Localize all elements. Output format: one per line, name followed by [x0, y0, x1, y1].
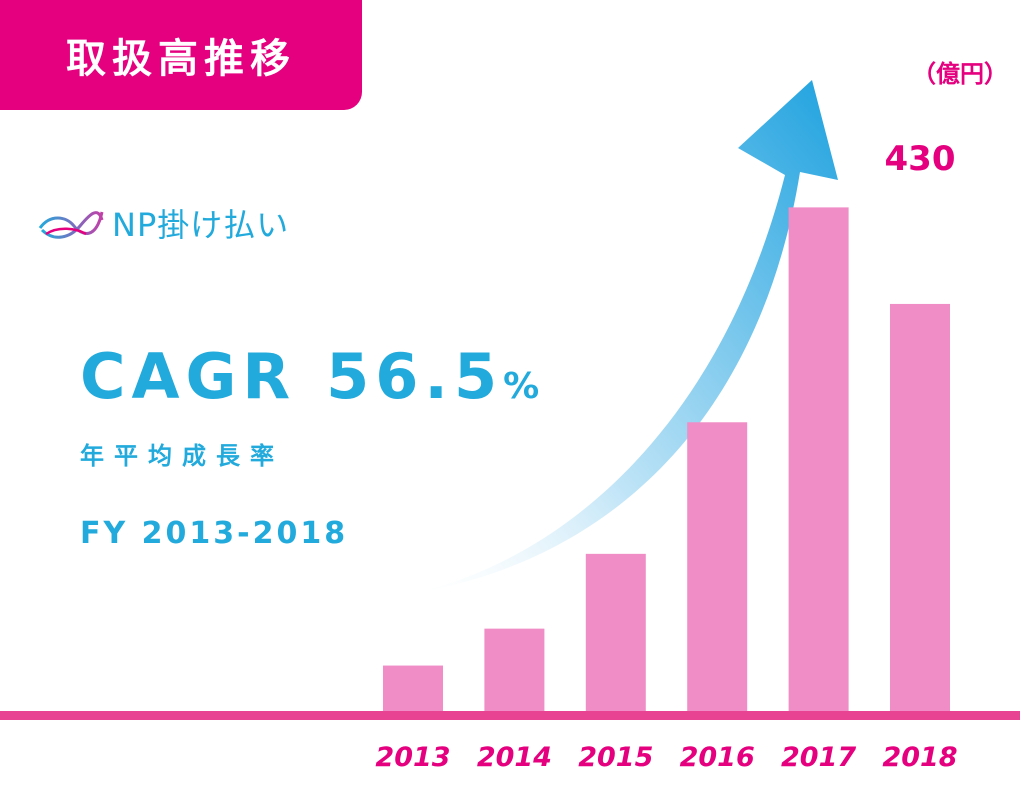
title-badge: 取扱高推移 — [0, 0, 362, 110]
cagr-headline: CAGR 56.5% — [80, 340, 539, 413]
bar-2013 — [383, 665, 443, 711]
x-tick-labels: 2013 2014 2015 2016 2017 2018 — [375, 742, 957, 773]
cagr-value: 56.5 — [326, 340, 504, 413]
bar-2017 — [788, 207, 849, 711]
x-tick-2018: 2018 — [882, 742, 957, 773]
x-tick-2017: 2017 — [781, 742, 856, 773]
bar-2015 — [585, 553, 646, 711]
x-tick-2014: 2014 — [477, 742, 552, 773]
x-tick-2013: 2013 — [375, 742, 450, 773]
x-tick-2015: 2015 — [578, 742, 653, 773]
bar-2016 — [687, 422, 748, 711]
logo-text: NP掛け払い — [112, 206, 290, 244]
baseline — [0, 711, 1020, 720]
cagr-subtitle: 年平均成長率 — [80, 442, 284, 470]
np-logo: NP掛け払い — [36, 198, 289, 248]
bar-2018 — [890, 303, 950, 711]
bars-group — [383, 207, 950, 711]
growth-arrow — [415, 80, 838, 593]
data-label-2018: 430 — [885, 139, 956, 179]
data-labels: 430 — [885, 139, 956, 179]
chart-title: 取扱高推移 — [66, 36, 296, 82]
cagr-label: CAGR — [80, 340, 297, 413]
cagr-percent: % — [503, 366, 540, 407]
x-tick-2016: 2016 — [680, 742, 755, 773]
fiscal-period: FY 2013-2018 — [80, 516, 349, 551]
unit-label: （億円） — [912, 60, 1008, 88]
bar-2014 — [484, 628, 545, 711]
np-logo-icon — [38, 211, 104, 239]
